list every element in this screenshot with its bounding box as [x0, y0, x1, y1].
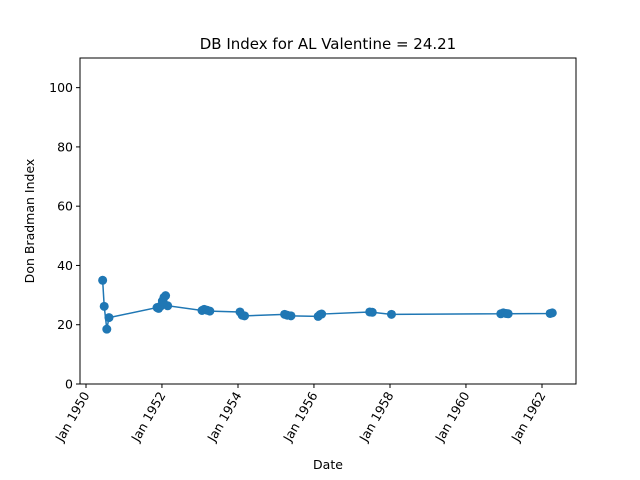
data-point [367, 307, 377, 317]
data-point [102, 324, 112, 334]
data-point [99, 301, 109, 311]
y-tick-label: 80 [57, 139, 73, 154]
x-tick-label: Jan 1952 [128, 389, 169, 445]
x-axis-label: Date [313, 457, 343, 472]
data-point [547, 308, 557, 318]
y-tick-label: 100 [49, 80, 73, 95]
plot-area [98, 275, 557, 334]
data-point [161, 291, 171, 301]
x-tick-label: Jan 1954 [204, 389, 245, 445]
x-tick-label: Jan 1962 [508, 389, 549, 445]
data-point [386, 309, 396, 319]
x-axis: Jan 1950 Jan 1952 Jan 1954 Jan 1956 Jan 1958… [52, 384, 549, 445]
x-tick-label: Jan 1958 [356, 389, 397, 445]
data-point [163, 301, 173, 311]
y-axis-label: Don Bradman Index [22, 159, 37, 284]
chart-title: DB Index for AL Valentine = 24.21 [200, 35, 456, 53]
plot-frame [79, 57, 577, 385]
x-tick-label: Jan 1956 [280, 389, 321, 445]
y-tick-label: 60 [57, 199, 73, 214]
y-axis: 0 20 40 60 80 100 [49, 80, 80, 392]
data-point [240, 311, 250, 321]
data-point [205, 306, 215, 316]
data-point [98, 275, 108, 285]
data-point [317, 309, 327, 319]
data-point [503, 309, 513, 319]
data-point [104, 313, 114, 323]
y-tick-label: 40 [57, 258, 73, 273]
y-tick-label: 20 [57, 317, 73, 332]
y-tick-label: 0 [65, 377, 73, 392]
x-tick-label: Jan 1960 [432, 389, 473, 445]
x-tick-label: Jan 1950 [52, 389, 93, 445]
data-point [286, 311, 296, 321]
